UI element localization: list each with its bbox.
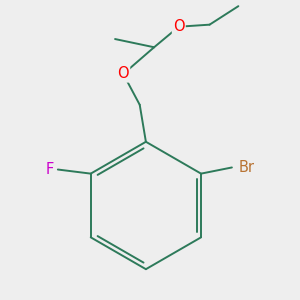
Text: F: F [46, 162, 54, 177]
Text: Br: Br [238, 160, 254, 175]
Text: O: O [118, 67, 129, 82]
Text: O: O [173, 19, 184, 34]
